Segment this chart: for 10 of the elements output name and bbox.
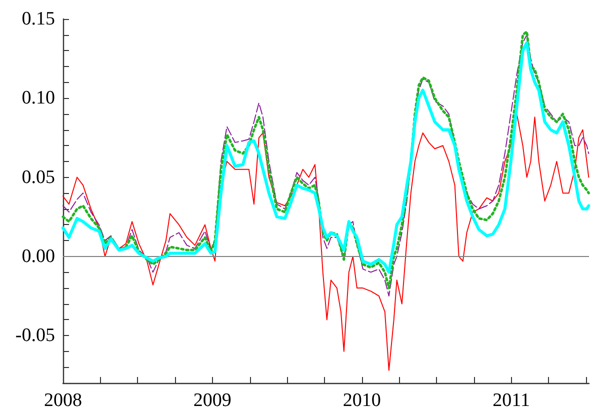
y-tick-label: 0.15 <box>22 8 55 30</box>
y-tick-label: 0.05 <box>22 166 55 188</box>
line-series <box>62 113 590 371</box>
y-tick-label: -0.05 <box>15 325 55 346</box>
y-tick-label: 0.00 <box>22 246 55 267</box>
x-tick-label: 2010 <box>342 390 381 411</box>
x-tick-label: 2009 <box>193 390 232 411</box>
x-tick-label: 2011 <box>492 390 530 411</box>
x-tick-label: 2008 <box>44 390 82 411</box>
y-tick-label: 0.10 <box>22 88 55 109</box>
